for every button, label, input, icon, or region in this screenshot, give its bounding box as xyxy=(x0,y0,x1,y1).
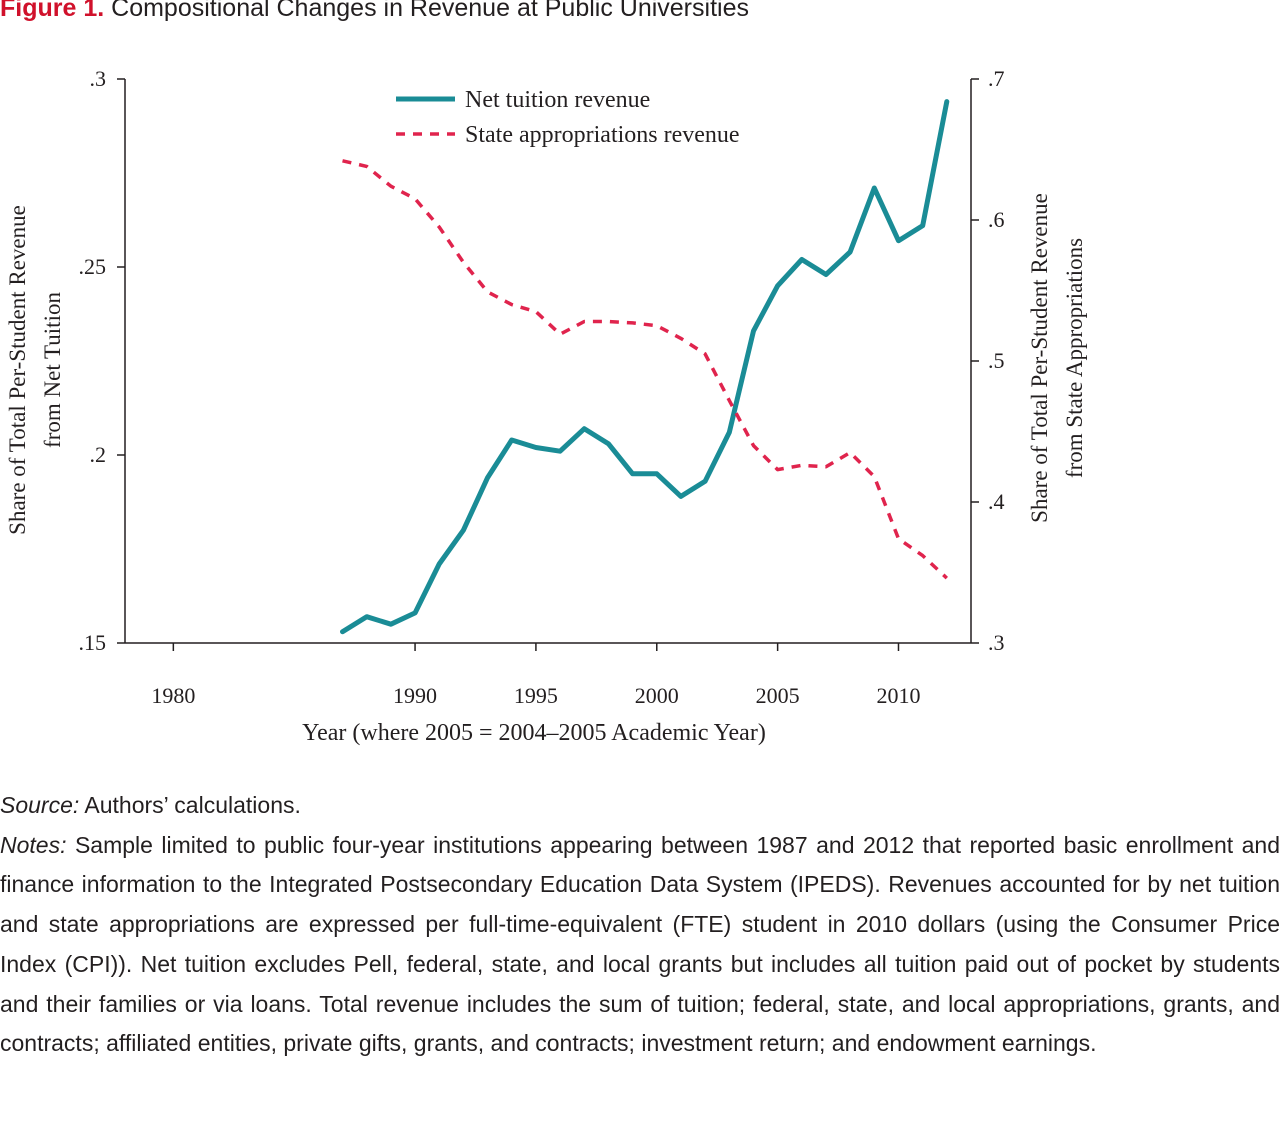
y-tick-label-right: .6 xyxy=(988,207,1005,232)
figure-label: Figure 1. xyxy=(0,0,105,22)
y-axis-title-left: Share of Total Per-Student Revenue from N… xyxy=(5,205,65,535)
y-axis-title-left-line1: Share of Total Per-Student Revenue xyxy=(5,205,30,535)
y-tick-label-left: .3 xyxy=(90,66,107,91)
y-tick-label-left: .25 xyxy=(79,254,107,279)
y-axis-title-left-line2: from Net Tuition xyxy=(40,292,65,448)
x-axis-title: Year (where 2005 = 2004–2005 Academic Ye… xyxy=(302,720,766,746)
x-tick-label: 1980 xyxy=(151,683,195,708)
source-text: Authors’ calculations. xyxy=(84,792,301,818)
legend-label-net-tuition: Net tuition revenue xyxy=(465,87,650,113)
notes-label: Notes: xyxy=(0,831,67,858)
source-label: Source: xyxy=(0,792,80,818)
figure-caption: Source: Authors’ calculations. Notes: Sa… xyxy=(0,786,1280,1064)
x-tick-label: 1995 xyxy=(514,683,558,708)
chart-legend: Net tuition revenue State appropriations … xyxy=(396,87,740,148)
chart-series xyxy=(340,99,950,635)
y-tick-label-right: .3 xyxy=(988,630,1005,655)
y-axis-title-right-line1: Share of Total Per-Student Revenue xyxy=(1027,193,1052,523)
legend-label-state-appropriations: State appropriations revenue xyxy=(465,122,740,148)
x-tick-label: 2000 xyxy=(635,683,679,708)
source-note: Source: Authors’ calculations. xyxy=(0,786,1280,826)
y-tick-label-right: .5 xyxy=(988,348,1005,373)
notes-paragraph: Notes: Sample limited to public four-yea… xyxy=(0,826,1280,1064)
x-tick-label: 2010 xyxy=(876,683,920,708)
y-tick-label-right: .7 xyxy=(988,66,1005,91)
y-tick-label-left: .15 xyxy=(79,630,107,655)
line-chart: 1980 1990 1995 2000 2005 2010 .15 .2 .25 .3 .3 .4 .5… xyxy=(5,66,1087,746)
figure-title-text: Compositional Changes in Revenue at Publ… xyxy=(111,0,749,22)
y-tick-label-right: .4 xyxy=(988,489,1005,514)
x-tick-label: 1990 xyxy=(393,683,437,708)
chart-axis-labels: Year (where 2005 = 2004–2005 Academic Ye… xyxy=(5,193,1087,746)
x-tick-label: 2005 xyxy=(756,683,800,708)
chart-axes: 1980 1990 1995 2000 2005 2010 .15 .2 .25 .3 .3 .4 .5… xyxy=(79,66,1005,708)
y-tick-label-left: .2 xyxy=(90,442,107,467)
notes-text: Sample limited to public four-year insti… xyxy=(0,831,1280,1057)
figure-title: Figure 1. Compositional Changes in Reven… xyxy=(0,0,749,23)
net-tuition-line xyxy=(340,99,950,635)
y-axis-title-right: Share of Total Per-Student Revenue from S… xyxy=(1027,193,1087,523)
y-axis-title-right-line2: from State Appropriations xyxy=(1062,238,1087,478)
state-appropriations-line xyxy=(342,159,948,580)
